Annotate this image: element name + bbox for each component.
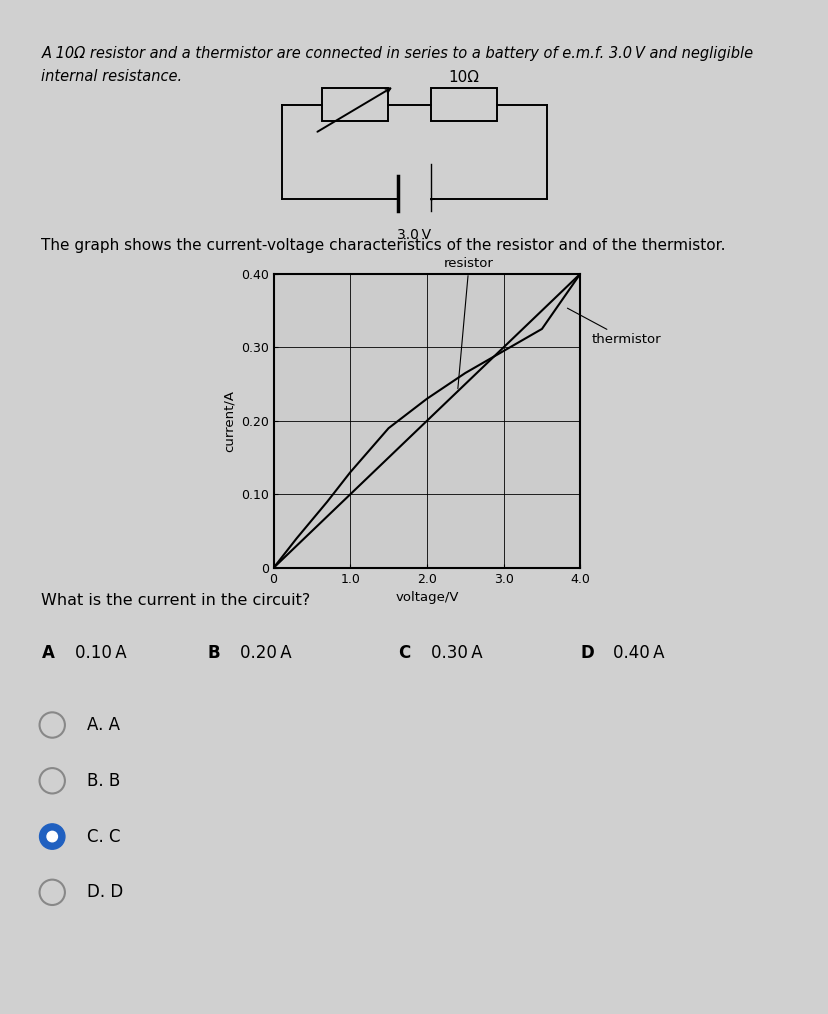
Text: The graph shows the current-voltage characteristics of the resistor and of the t: The graph shows the current-voltage char… [41, 238, 725, 254]
Circle shape [40, 823, 65, 850]
Text: 3.0 V: 3.0 V [397, 228, 431, 241]
Text: thermistor: thermistor [566, 308, 661, 347]
Text: B. B: B. B [87, 772, 120, 790]
Text: 0.40 A: 0.40 A [613, 644, 664, 662]
Text: 10Ω: 10Ω [448, 70, 479, 84]
Y-axis label: current/A: current/A [222, 389, 235, 452]
Text: What is the current in the circuit?: What is the current in the circuit? [41, 593, 310, 608]
Text: A 10Ω resistor and a thermistor are connected in series to a battery of e.m.f. 3: A 10Ω resistor and a thermistor are conn… [41, 46, 753, 61]
Text: 0.30 A: 0.30 A [431, 644, 482, 662]
Text: A. A: A. A [87, 716, 120, 734]
Circle shape [47, 831, 57, 842]
Text: B: B [207, 644, 219, 662]
Text: C: C [397, 644, 410, 662]
Text: A: A [41, 644, 55, 662]
Bar [431, 88, 497, 122]
X-axis label: voltage/V: voltage/V [395, 591, 458, 604]
Text: D: D [580, 644, 594, 662]
Text: D. D: D. D [87, 883, 123, 901]
Bar [321, 88, 388, 122]
Text: C. C: C. C [87, 827, 120, 846]
Text: internal resistance.: internal resistance. [41, 69, 182, 84]
Text: 0.10 A: 0.10 A [75, 644, 126, 662]
Text: resistor: resistor [444, 258, 493, 388]
Text: 0.20 A: 0.20 A [240, 644, 291, 662]
